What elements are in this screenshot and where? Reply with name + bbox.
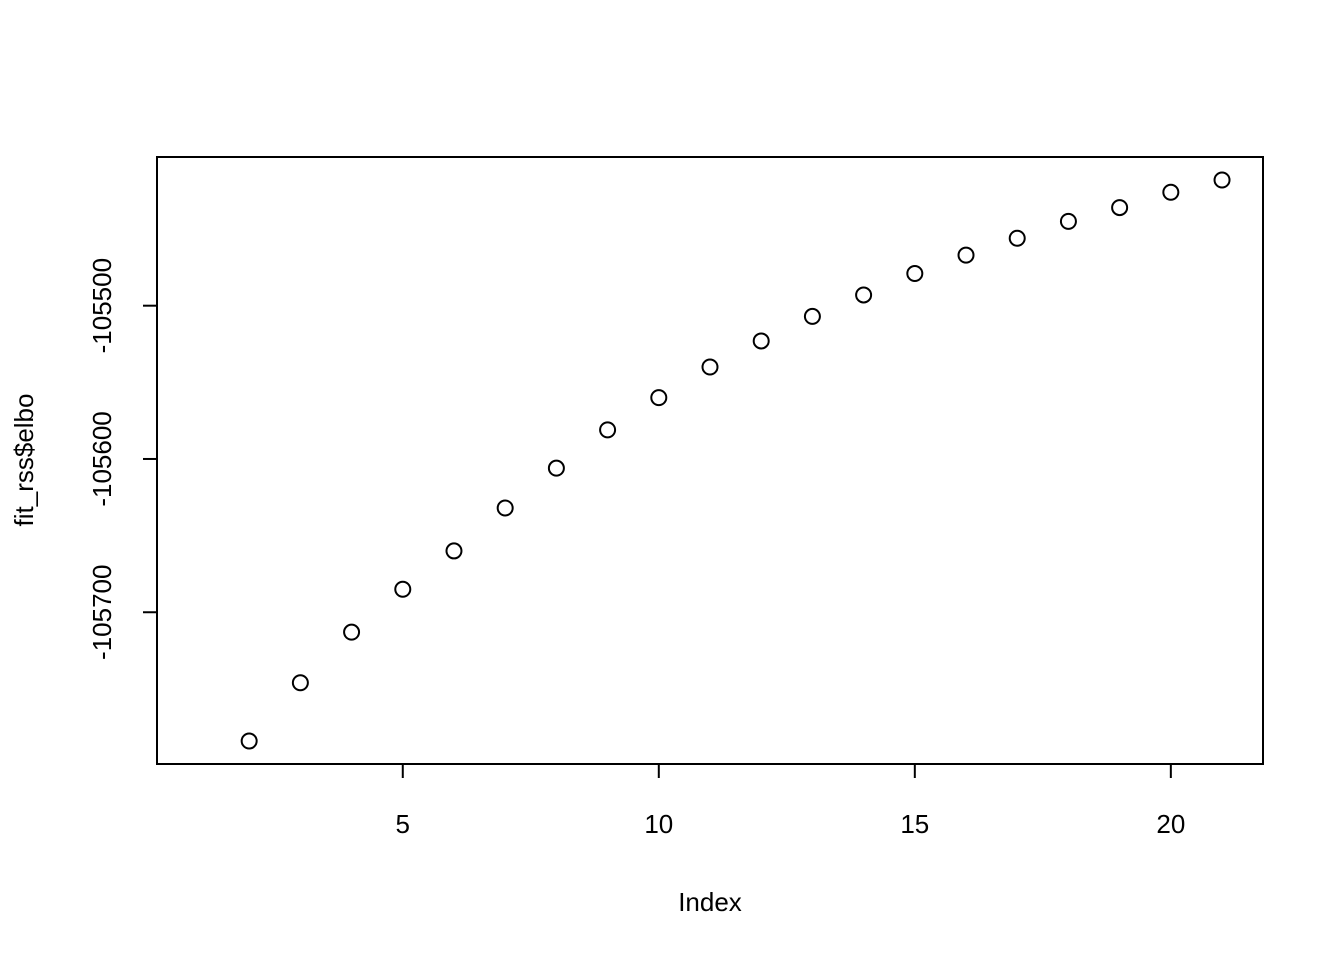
data-point [343, 623, 361, 641]
data-points [240, 171, 1231, 750]
x-axis: 5 10 15 20 [396, 763, 1185, 839]
x-tick-label: 5 [396, 809, 410, 839]
x-tick-label: 10 [644, 809, 673, 839]
data-point [855, 286, 873, 304]
data-point [547, 459, 565, 477]
data-point [1162, 183, 1180, 201]
x-axis-title: Index [678, 887, 742, 917]
data-point [1111, 199, 1129, 217]
y-tick-label: -105700 [87, 565, 117, 660]
data-point [650, 389, 668, 407]
data-point [1059, 212, 1077, 230]
data-point [291, 674, 309, 692]
y-tick-label: -105500 [87, 258, 117, 353]
data-point [1213, 171, 1231, 189]
x-tick-label: 15 [900, 809, 929, 839]
data-point [445, 542, 463, 560]
data-point [803, 307, 821, 325]
data-point [599, 421, 617, 439]
data-point [701, 358, 719, 376]
y-tick-label: -105600 [87, 411, 117, 506]
data-point [394, 580, 412, 598]
y-axis-title: fit_rss$elbo [9, 394, 39, 527]
data-point [1008, 229, 1026, 247]
data-point [957, 246, 975, 264]
data-point [752, 332, 770, 350]
data-point [496, 499, 514, 517]
plot-frame [156, 156, 1264, 765]
y-axis: -105700 -105600 -105500 [87, 258, 158, 660]
data-point [240, 732, 258, 750]
data-point [906, 264, 924, 282]
x-tick-label: 20 [1156, 809, 1185, 839]
